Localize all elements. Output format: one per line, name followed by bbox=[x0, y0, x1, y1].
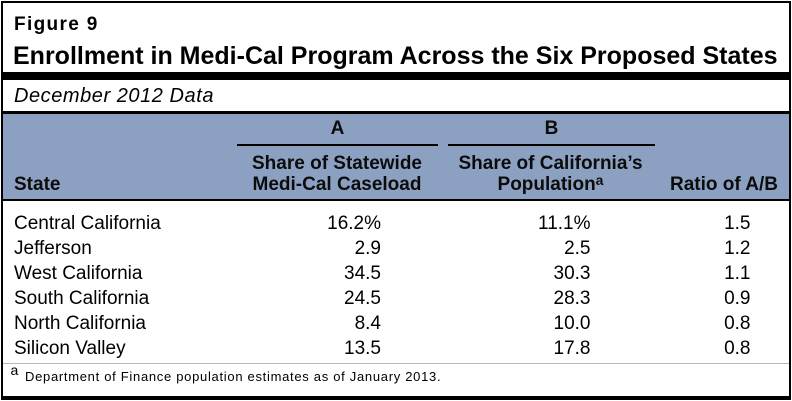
column-b-header-line2: Population bbox=[497, 174, 596, 195]
footnote: a Department of Finance population estima… bbox=[11, 363, 442, 385]
column-b-header: Share of California’s Populationa bbox=[438, 153, 663, 195]
cell-ratio: 1.2 bbox=[724, 238, 751, 259]
cell-ratio: 0.9 bbox=[724, 288, 751, 309]
footnote-marker: a bbox=[10, 362, 19, 378]
cell-a: 2.9 bbox=[354, 238, 381, 259]
group-b-underline bbox=[448, 144, 655, 146]
cell-ratio: 1.5 bbox=[724, 213, 751, 234]
table-header-band bbox=[3, 111, 789, 201]
column-a-header-line1: Share of Statewide bbox=[252, 153, 422, 174]
cell-state: Jefferson bbox=[14, 238, 92, 259]
ratio-column-header: Ratio of A/B bbox=[669, 174, 778, 195]
cell-state: West California bbox=[14, 263, 143, 284]
cell-a: 24.5 bbox=[344, 288, 381, 309]
footnote-text: Department of Finance population estimat… bbox=[25, 369, 442, 384]
column-a-header: Share of Statewide Medi-Cal Caseload bbox=[227, 153, 447, 195]
footnote-divider-rule bbox=[3, 363, 789, 364]
cell-b: 30.3 bbox=[553, 263, 591, 284]
cell-b: 10.0 bbox=[553, 313, 591, 334]
table-row: West California 34.5 30.3 1.1 bbox=[3, 261, 789, 286]
cell-b: 11.1% bbox=[538, 213, 591, 234]
cell-state: Central California bbox=[14, 213, 161, 234]
table-row: Silicon Valley 13.5 17.8 0.8 bbox=[3, 336, 789, 361]
state-column-header: State bbox=[14, 174, 61, 195]
table-row: Central California 16.2% 11.1% 1.5 bbox=[3, 211, 789, 236]
table-row: Jefferson 2.9 2.5 1.2 bbox=[3, 236, 789, 261]
cell-b: 2.5 bbox=[564, 238, 591, 259]
cell-a: 13.5 bbox=[344, 338, 381, 359]
table-row: North California 8.4 10.0 0.8 bbox=[3, 311, 789, 336]
cell-a: 8.4 bbox=[354, 313, 381, 334]
cell-ratio: 0.8 bbox=[724, 338, 751, 359]
cell-state: North California bbox=[14, 313, 146, 334]
group-a-underline bbox=[237, 144, 438, 146]
column-a-header-line2: Medi-Cal Caseload bbox=[252, 174, 422, 195]
group-a-letter: A bbox=[330, 118, 345, 139]
table-row: South California 24.5 28.3 0.9 bbox=[3, 286, 789, 311]
cell-state: Silicon Valley bbox=[14, 338, 126, 359]
column-b-header-line1: Share of California’s bbox=[458, 153, 643, 174]
cell-ratio: 1.1 bbox=[724, 263, 751, 284]
column-b-footnote-marker: a bbox=[595, 172, 604, 188]
cell-b: 28.3 bbox=[553, 288, 591, 309]
cell-a: 34.5 bbox=[344, 263, 381, 284]
figure-label: Figure 9 bbox=[14, 14, 99, 35]
figure-title: Enrollment in Medi-Cal Program Across th… bbox=[13, 42, 778, 70]
title-divider-rule bbox=[3, 72, 789, 80]
cell-b: 17.8 bbox=[553, 338, 591, 359]
cell-state: South California bbox=[14, 288, 150, 309]
cell-a: 16.2% bbox=[327, 213, 381, 234]
group-b-letter: B bbox=[544, 118, 559, 139]
cell-ratio: 0.8 bbox=[724, 313, 751, 334]
table-body: Central California 16.2% 11.1% 1.5 Jefferson… bbox=[3, 211, 789, 361]
figure-subtitle: December 2012 Data bbox=[14, 85, 215, 107]
